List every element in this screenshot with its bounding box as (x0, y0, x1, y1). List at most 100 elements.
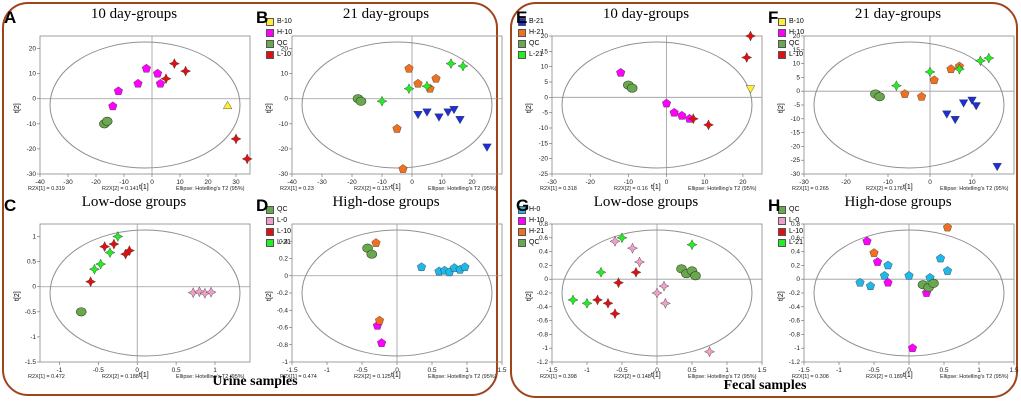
x-tick-label: -0.5 (356, 367, 368, 374)
legend-label: L-0 (789, 217, 800, 224)
fecal-section-frame (510, 2, 1018, 398)
point-l-10 (230, 133, 242, 145)
point-qc (626, 83, 638, 93)
panel-d-legend: H-0 H-10 H-21 QC (518, 204, 544, 248)
y-tick-label: -10 (791, 116, 801, 123)
x-tick-label: -10 (883, 179, 893, 186)
point-l-21 (403, 83, 415, 95)
x-tick-label: 0 (135, 367, 139, 374)
hotelling-ellipse (561, 229, 753, 357)
point-qc (355, 96, 367, 106)
x-tick-label: -20 (347, 179, 357, 186)
y-tick-label: -0.2 (789, 290, 801, 297)
y-tick-label: 0.4 (539, 249, 548, 256)
r2x1-label: R2X[1] = 0.474 (280, 374, 317, 380)
point-h-0 (883, 260, 893, 270)
legend-item: QC (778, 204, 803, 215)
x-tick-label: 1 (465, 367, 469, 374)
point-l-10 (592, 294, 603, 306)
y-tick-label: 0 (32, 96, 36, 103)
x-tick-label: 10 (701, 179, 709, 186)
point-l-21 (953, 63, 965, 75)
panel-d-letter: D (256, 196, 269, 215)
x-tick-label: -20 (841, 179, 851, 186)
legend-label: H-0 (529, 206, 541, 213)
x-tick-label: -20 (91, 179, 101, 186)
legend-swatch (518, 17, 526, 26)
legend-swatch (518, 205, 526, 214)
y-tick-label: -25 (791, 157, 801, 164)
legend-swatch (518, 238, 526, 247)
legend-label: L-0 (277, 217, 288, 224)
ellipse-label: Ellipse: Hotelling's T2 (95%) (688, 374, 757, 380)
y-tick-label: -15 (539, 140, 549, 147)
ellipse-label: Ellipse: Hotelling's T2 (95%) (940, 374, 1009, 380)
point-h-21 (371, 238, 381, 247)
point-h-21 (398, 164, 408, 173)
point-b-21 (992, 162, 1002, 172)
plot-frame (39, 223, 251, 363)
point-h-10 (133, 78, 143, 88)
legend-item: H-21 (518, 27, 544, 38)
y-axis-label: t[2] (778, 291, 785, 301)
ellipse-label: Ellipse: Hotelling's T2 (95%) (428, 186, 497, 192)
y-tick-label: -5 (794, 102, 800, 109)
x-axis-label: t[1] (391, 184, 401, 191)
x-tick-label: -30 (799, 179, 809, 186)
panel-a-letter: A (4, 8, 17, 27)
y-tick-label: -10 (539, 125, 549, 132)
legend-swatch (266, 227, 274, 236)
point-l-21 (457, 60, 469, 72)
y-tick-label: 20 (541, 33, 549, 40)
x-axis-label: t[1] (139, 372, 149, 379)
y-tick-label: 10 (29, 71, 37, 78)
legend-item: B-10 (266, 16, 292, 27)
y-tick-label: 0.2 (791, 262, 800, 269)
y-tick-label: -0.6 (789, 318, 801, 325)
panel-f-plot: -30 -20 -10 0 10 -30 -25 -20 -15 -10 -5 0 5 10 15 20 (791, 33, 1015, 186)
hotelling-ellipse (813, 41, 1005, 169)
r2x2-label: R2X[2] = 0.148 (614, 374, 651, 380)
panel-a: A 10 day-groups -40 -30 -20 -10 0 10 20 30 -30 -20-… (4, 6, 292, 196)
legend-label: L-21 (277, 239, 292, 246)
r2x1-label: R2X[1] = 0.265 (792, 186, 829, 192)
legend-item: L-21 (778, 237, 803, 248)
y-tick-label: 0 (284, 273, 288, 280)
panel-g-plot: -1.5 -1 -0.5 0 0.5 1 1.5 -1.2 -1 -0.8 -0.6 -0.4 -0.2… (537, 221, 767, 374)
y-tick-label: 0 (32, 284, 36, 291)
panel-f: F 21 day-groups -30 -20 -10 0 10 -30 -25 -20 -15 -1… (768, 6, 1021, 196)
y-tick-label: 20 (281, 46, 289, 53)
point-h-21 (404, 63, 414, 73)
point-h-10 (677, 110, 687, 120)
urine-section-label: Urine samples (212, 374, 298, 389)
point-l-10 (108, 238, 120, 250)
point-h-10 (907, 343, 918, 353)
point-l-0 (634, 256, 645, 268)
legend-swatch (778, 216, 786, 225)
y-tick-label: -1 (30, 334, 36, 341)
x-axis-label: t[1] (391, 372, 401, 379)
point-h-10 (669, 107, 679, 117)
x-tick-label: -1.5 (286, 367, 298, 374)
point-b-10 (745, 85, 756, 94)
point-h-21 (392, 124, 402, 133)
point-l-10 (602, 297, 614, 309)
legend-label: L-10 (277, 228, 292, 235)
panel-c-legend: QC L-0 L-10 L-21 (266, 204, 291, 248)
point-l-10 (160, 73, 172, 85)
legend-label: QC (529, 239, 540, 246)
panel-h-letter: H (768, 196, 781, 215)
x-tick-label: 1 (213, 367, 217, 374)
panel-a-legend: B-10 H-10 QC L-10 (266, 16, 292, 60)
legend-label: H-10 (529, 217, 545, 224)
y-tick-label: 20 (793, 33, 801, 40)
legend-item: L-0 (266, 215, 291, 226)
legend-label: L-21 (789, 239, 804, 246)
y-tick-label: -0.4 (537, 304, 549, 311)
point-qc (928, 278, 939, 288)
ellipse-label: Ellipse: Hotelling's T2 (95%) (428, 374, 497, 380)
panel-a-title: 10 day-groups (90, 6, 178, 22)
legend-item: B-21 (518, 16, 544, 27)
panel-h-title: High-dose groups (844, 194, 952, 210)
